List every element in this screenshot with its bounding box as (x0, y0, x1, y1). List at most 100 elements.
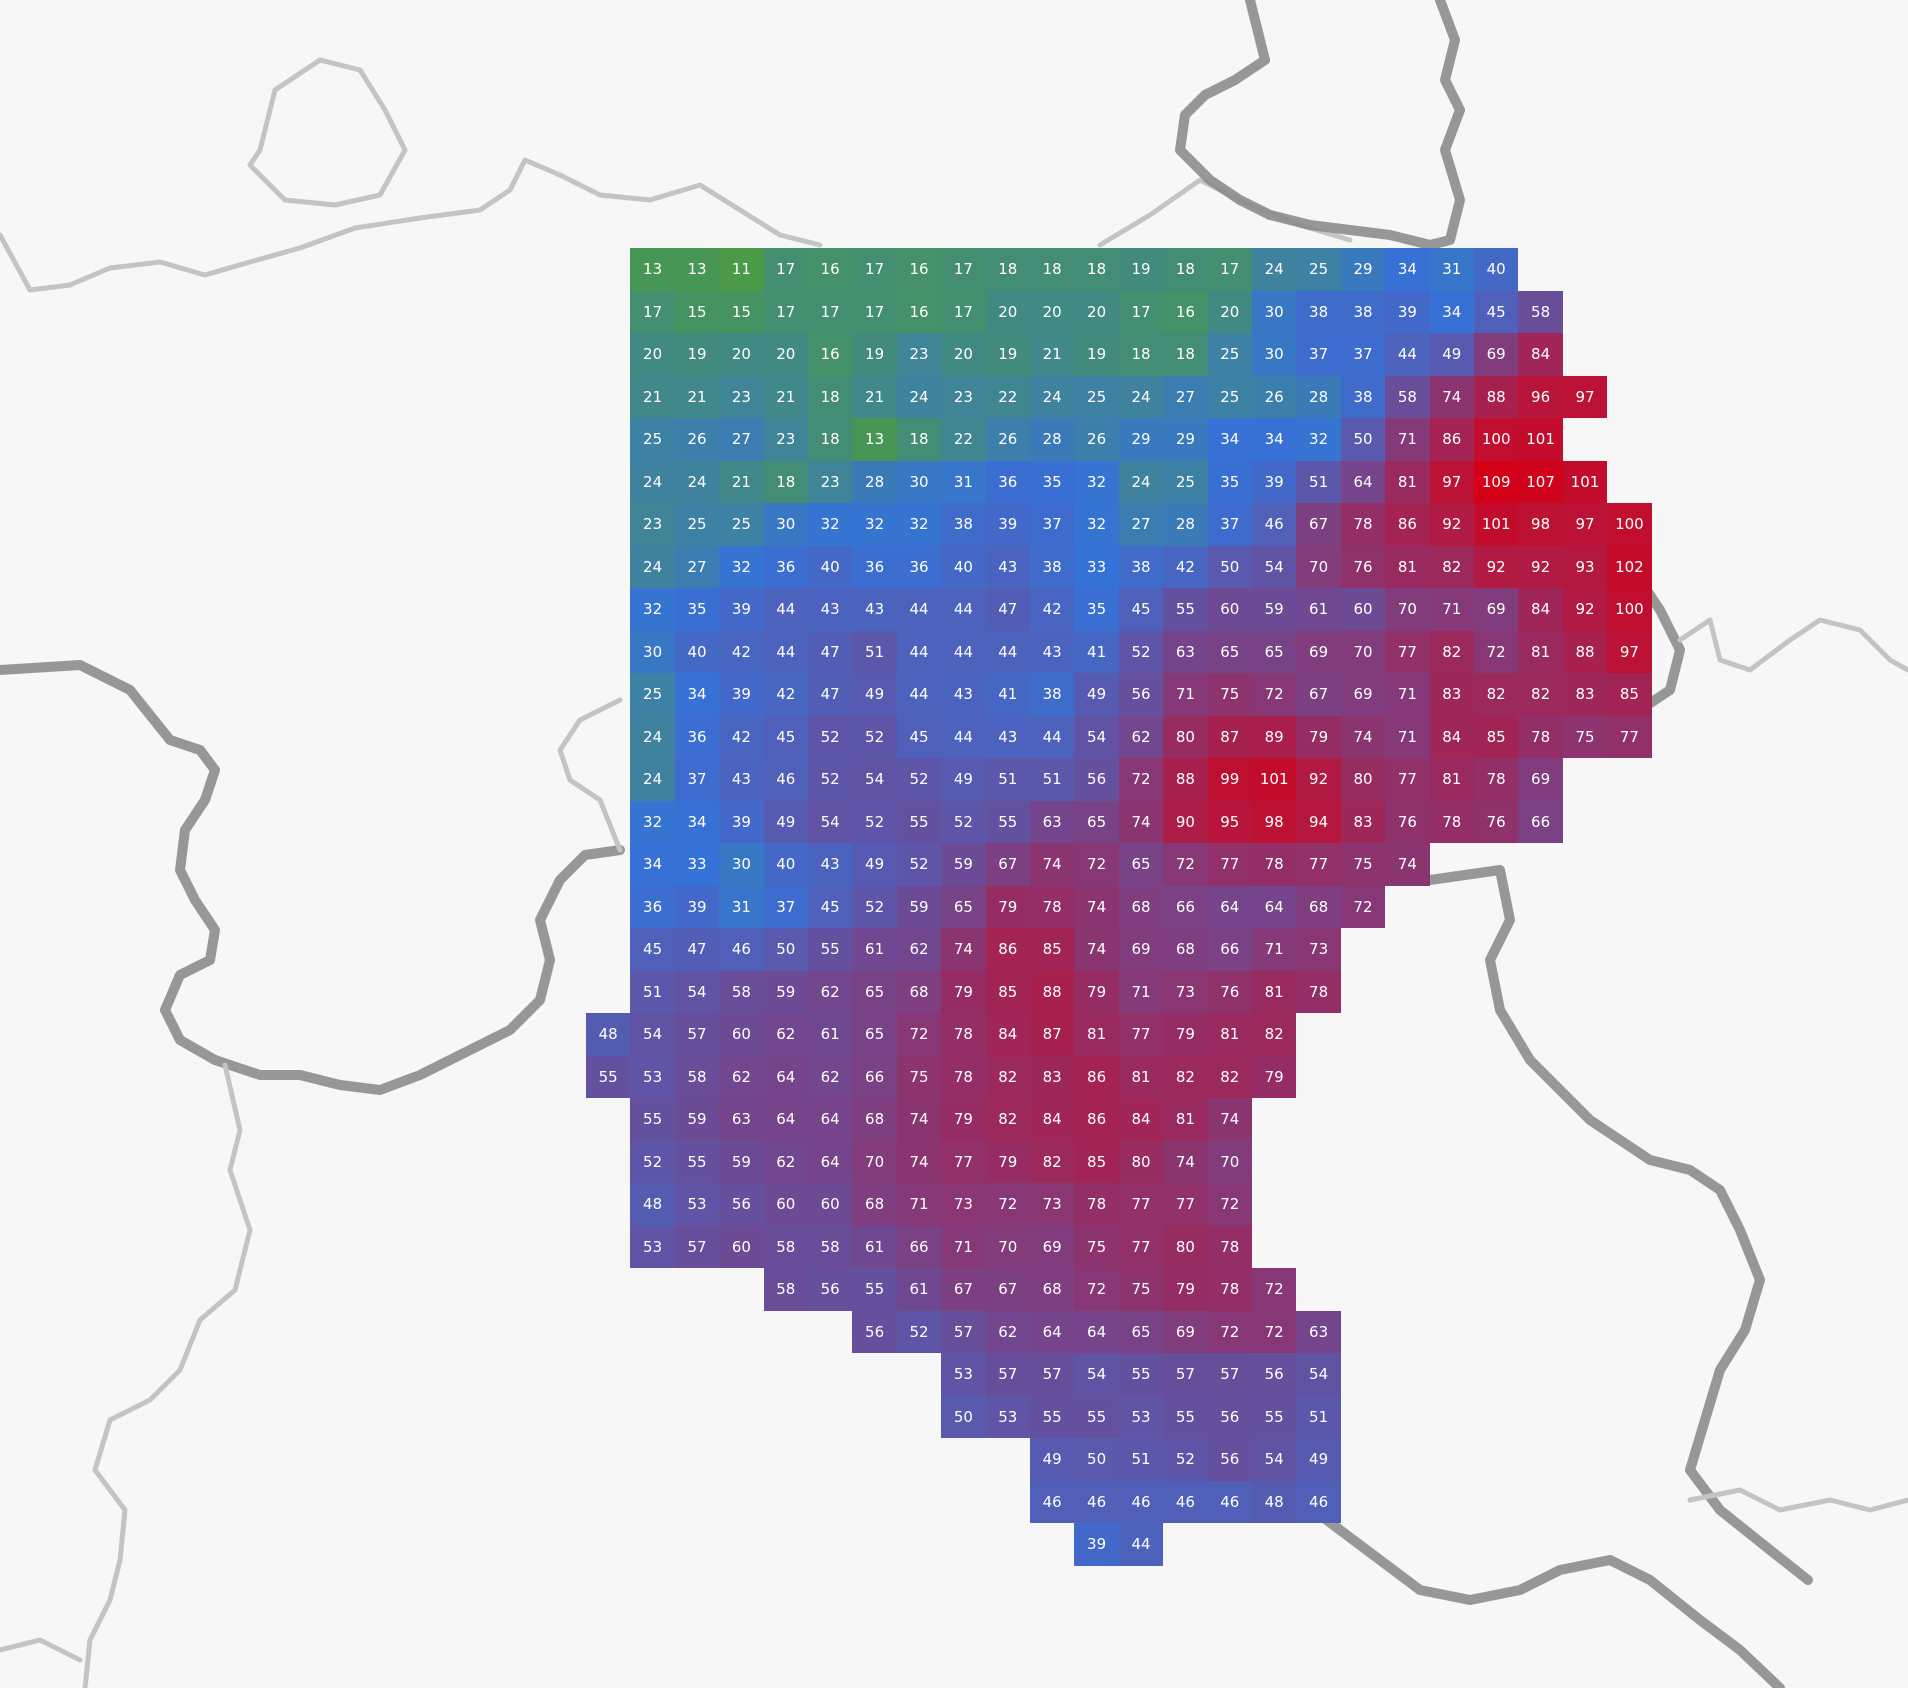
grid-cell: 25 (1207, 333, 1252, 376)
grid-cell: 49 (1074, 673, 1119, 716)
grid-cell: 18 (1118, 333, 1164, 376)
grid-cell: 64 (763, 1055, 808, 1098)
grid-cell: 42 (1163, 545, 1208, 588)
grid-cell: 77 (1207, 843, 1252, 886)
grid-cell: 16 (1163, 290, 1208, 333)
grid-cell: 70 (985, 1225, 1030, 1268)
grid-cell: 74 (1340, 715, 1386, 758)
grid-cell: 32 (1074, 460, 1119, 503)
grid-cell: 25 (719, 503, 764, 546)
grid-cell: 81 (1118, 1055, 1164, 1098)
grid-cell: 53 (674, 1183, 720, 1226)
grid-cell: 85 (1074, 1140, 1119, 1183)
grid-cell: 72 (1074, 843, 1119, 886)
grid-cell: 26 (985, 418, 1030, 461)
grid-cell: 21 (630, 375, 675, 418)
grid-cell: 85 (1474, 715, 1519, 758)
grid-cell: 32 (1074, 503, 1119, 546)
grid-cell: 24 (1118, 375, 1164, 418)
grid-cell: 83 (1030, 1055, 1075, 1098)
grid-cell: 49 (1296, 1438, 1341, 1481)
grid-cell: 80 (1163, 1225, 1208, 1268)
grid-cell: 72 (1074, 1268, 1119, 1311)
grid-cell: 45 (1474, 290, 1519, 333)
grid-cell: 18 (763, 460, 808, 503)
grid-cell: 56 (1074, 758, 1119, 801)
grid-cell: 96 (1518, 375, 1563, 418)
grid-cell: 73 (1030, 1183, 1075, 1226)
border-east-light (1677, 617, 1908, 673)
grid-cell: 109 (1474, 460, 1519, 503)
grid-cell: 19 (1118, 248, 1164, 291)
grid-cell: 24 (630, 545, 675, 588)
grid-cell: 42 (763, 673, 808, 716)
grid-cell: 77 (1118, 1225, 1164, 1268)
grid-cell: 57 (674, 1013, 720, 1056)
grid-cell: 24 (1118, 460, 1164, 503)
grid-cell: 23 (763, 418, 808, 461)
grid-cell: 92 (1296, 758, 1341, 801)
grid-cell: 39 (985, 503, 1030, 546)
grid-cell: 47 (985, 588, 1030, 631)
grid-cell: 74 (1163, 1140, 1208, 1183)
grid-cell: 62 (719, 1055, 764, 1098)
grid-cell: 31 (1429, 248, 1474, 291)
grid-cell: 58 (1518, 290, 1563, 333)
grid-cell: 101 (1562, 460, 1608, 503)
grid-cell: 93 (1562, 545, 1608, 588)
grid-cell: 35 (674, 588, 720, 631)
grid-cell: 53 (630, 1055, 675, 1098)
grid-cell: 83 (1429, 673, 1474, 716)
grid-cell: 25 (630, 673, 675, 716)
grid-cell: 74 (1074, 928, 1119, 971)
grid-cell: 38 (1030, 673, 1075, 716)
grid-cell: 81 (1207, 1013, 1252, 1056)
grid-cell: 53 (985, 1395, 1030, 1438)
grid-cell: 18 (1030, 248, 1075, 291)
grid-cell: 74 (896, 1140, 942, 1183)
grid-cell: 38 (1030, 545, 1075, 588)
grid-cell: 75 (1118, 1268, 1164, 1311)
grid-cell: 50 (941, 1395, 986, 1438)
grid-cell: 78 (1252, 843, 1297, 886)
grid-cell: 71 (1385, 418, 1430, 461)
grid-cell: 69 (1118, 928, 1164, 971)
grid-cell: 46 (1163, 1480, 1208, 1523)
grid-cell: 86 (1074, 1055, 1119, 1098)
grid-cell: 47 (808, 673, 853, 716)
grid-cell: 73 (1296, 928, 1341, 971)
grid-cell: 17 (941, 290, 986, 333)
grid-cell: 66 (1163, 885, 1208, 928)
grid-cell: 46 (1296, 1480, 1341, 1523)
grid-cell: 44 (941, 630, 986, 673)
grid-cell: 84 (985, 1013, 1030, 1056)
grid-cell: 21 (1030, 333, 1075, 376)
grid-cell: 40 (763, 843, 808, 886)
grid-cell: 62 (896, 928, 942, 971)
grid-cell: 48 (586, 1013, 631, 1056)
grid-cell: 82 (1429, 545, 1474, 588)
grid-cell: 78 (1207, 1268, 1252, 1311)
grid-cell: 60 (719, 1013, 764, 1056)
grid-cell: 26 (674, 418, 720, 461)
grid-cell: 85 (1607, 673, 1652, 716)
grid-cell: 82 (985, 1098, 1030, 1141)
grid-cell: 65 (852, 970, 897, 1013)
grid-cell: 13 (674, 248, 720, 291)
grid-cell: 55 (808, 928, 853, 971)
grid-cell: 77 (1607, 715, 1652, 758)
grid-cell: 23 (808, 460, 853, 503)
grid-cell: 28 (852, 460, 897, 503)
grid-cell: 81 (1163, 1098, 1208, 1141)
grid-cell: 30 (1252, 290, 1297, 333)
grid-cell: 55 (852, 1268, 897, 1311)
grid-cell: 24 (674, 460, 720, 503)
grid-cell: 32 (808, 503, 853, 546)
grid-cell: 52 (896, 1310, 942, 1353)
grid-cell: 64 (808, 1140, 853, 1183)
grid-cell: 88 (1163, 758, 1208, 801)
grid-cell: 51 (985, 758, 1030, 801)
grid-cell: 25 (1207, 375, 1252, 418)
grid-cell: 88 (1030, 970, 1075, 1013)
